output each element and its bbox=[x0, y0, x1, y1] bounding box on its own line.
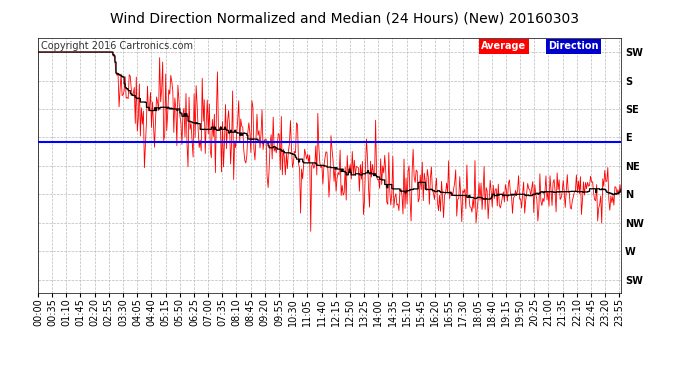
Text: Wind Direction Normalized and Median (24 Hours) (New) 20160303: Wind Direction Normalized and Median (24… bbox=[110, 11, 580, 25]
Text: Direction: Direction bbox=[548, 41, 599, 51]
Text: Copyright 2016 Cartronics.com: Copyright 2016 Cartronics.com bbox=[41, 41, 193, 51]
Text: Average: Average bbox=[481, 41, 526, 51]
